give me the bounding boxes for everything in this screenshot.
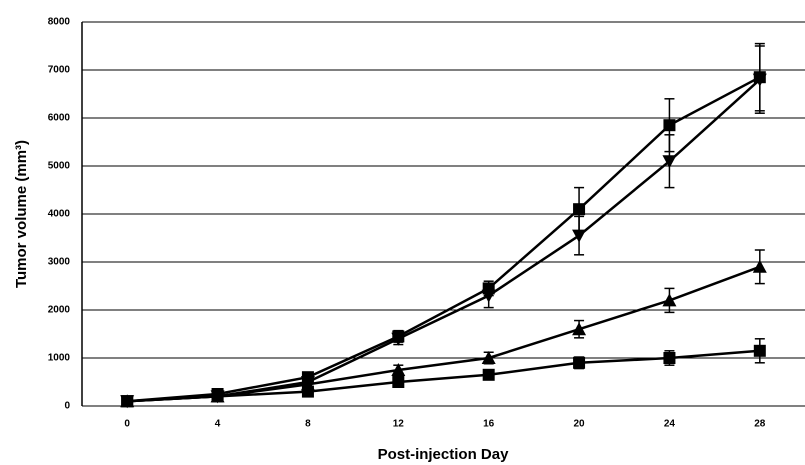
marker <box>573 203 586 216</box>
y-tick-label: 5000 <box>48 161 71 172</box>
marker <box>662 293 677 307</box>
marker <box>572 322 587 336</box>
marker <box>392 376 405 388</box>
x-tick-label: 28 <box>754 419 766 430</box>
y-tick-label: 6000 <box>48 113 71 124</box>
y-tick-label: 0 <box>64 401 70 412</box>
x-tick-label: 8 <box>305 419 311 430</box>
marker <box>573 356 586 369</box>
marker <box>211 390 224 403</box>
y-tick-label: 8000 <box>48 17 71 28</box>
marker <box>752 73 767 87</box>
marker <box>572 229 587 243</box>
marker <box>663 119 676 132</box>
marker <box>481 289 496 303</box>
x-tick-label: 0 <box>124 419 130 430</box>
series-line <box>127 76 761 403</box>
marker <box>482 368 495 381</box>
y-tick-label: 4000 <box>48 209 71 220</box>
marker <box>301 385 314 398</box>
series-line <box>127 265 761 403</box>
marker <box>752 259 767 273</box>
marker <box>121 395 134 408</box>
y-tick-label: 7000 <box>48 65 71 76</box>
x-tick-label: 12 <box>393 419 405 430</box>
x-tick-label: 4 <box>215 419 221 430</box>
marker <box>391 332 406 346</box>
y-tick-label: 3000 <box>48 257 71 268</box>
x-axis-title: Post-injection Day <box>378 446 510 463</box>
y-tick-label: 2000 <box>48 305 71 316</box>
x-tick-label: 24 <box>664 419 676 430</box>
y-tick-label: 1000 <box>48 353 71 364</box>
x-tick-label: 16 <box>483 419 495 430</box>
marker <box>391 363 406 376</box>
marker <box>753 344 766 357</box>
marker <box>481 351 496 364</box>
series-line <box>127 349 760 403</box>
marker <box>662 155 677 169</box>
y-axis-title: Tumor volume (mm³) <box>13 140 30 288</box>
x-tick-label: 20 <box>574 419 586 430</box>
marker <box>663 352 676 364</box>
